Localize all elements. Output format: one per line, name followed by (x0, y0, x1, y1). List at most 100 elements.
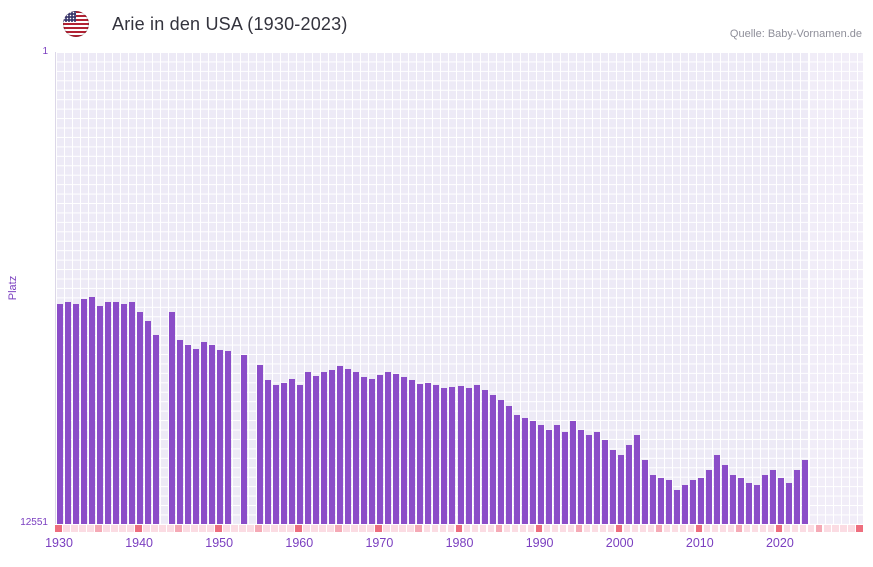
bar-1949[interactable] (209, 345, 216, 524)
bar-2001[interactable] (625, 445, 632, 524)
bar-2015[interactable] (737, 478, 744, 524)
bar-2023[interactable] (801, 460, 808, 524)
bar-1979[interactable] (449, 386, 456, 524)
axis-tick (391, 525, 398, 532)
bar-1974[interactable] (409, 379, 416, 524)
bar-2009[interactable] (689, 480, 696, 524)
axis-tick (199, 525, 206, 532)
bar-1976[interactable] (425, 382, 432, 524)
bar-1938[interactable] (121, 303, 128, 524)
bar-1940[interactable] (137, 311, 144, 524)
bar-2005[interactable] (657, 478, 664, 524)
bar-1997[interactable] (593, 431, 600, 524)
bar-1992[interactable] (553, 425, 560, 524)
bar-1972[interactable] (393, 373, 400, 524)
bar-1989[interactable] (529, 420, 536, 524)
bar-2021[interactable] (785, 483, 792, 524)
bar-2016[interactable] (745, 483, 752, 524)
bar-1951[interactable] (225, 351, 232, 524)
bar-1980[interactable] (457, 385, 464, 524)
bar-1970[interactable] (377, 375, 384, 524)
bar-1987[interactable] (513, 414, 520, 524)
bar-1941[interactable] (145, 320, 152, 524)
bar-1960[interactable] (297, 385, 304, 524)
bar-1959[interactable] (289, 379, 296, 524)
bar-1936[interactable] (105, 302, 112, 524)
bar-1942[interactable] (153, 334, 160, 524)
bar-1953[interactable] (241, 355, 248, 524)
bar-2010[interactable] (697, 478, 704, 524)
bar-2014[interactable] (729, 475, 736, 524)
bar-2011[interactable] (705, 469, 712, 524)
bar-1990[interactable] (537, 425, 544, 524)
bar-1999[interactable] (609, 449, 616, 524)
bar-1947[interactable] (193, 349, 200, 524)
bar-1948[interactable] (201, 341, 208, 524)
bar-1971[interactable] (385, 371, 392, 524)
bar-1985[interactable] (497, 400, 504, 524)
bar-1935[interactable] (97, 306, 104, 524)
bar-1931[interactable] (65, 302, 71, 524)
bar-1930[interactable] (57, 303, 63, 524)
bar-1939[interactable] (129, 302, 136, 524)
axis-tick (639, 525, 647, 532)
bar-1944[interactable] (169, 311, 176, 524)
bar-1937[interactable] (113, 301, 120, 524)
bar-1946[interactable] (185, 344, 192, 524)
bar-1965[interactable] (337, 366, 344, 524)
bar-1957[interactable] (273, 385, 280, 524)
bar-1950[interactable] (217, 349, 224, 524)
bar-1967[interactable] (353, 371, 360, 524)
x-axis-tick-label: 1970 (365, 536, 394, 550)
bar-1969[interactable] (369, 379, 376, 524)
x-axis-tick-label: 1950 (205, 536, 234, 550)
bar-1958[interactable] (281, 382, 288, 524)
bar-2007[interactable] (673, 490, 680, 524)
bar-2020[interactable] (777, 478, 784, 524)
bar-1966[interactable] (345, 368, 352, 524)
bar-2006[interactable] (665, 480, 672, 524)
bar-1945[interactable] (177, 340, 184, 524)
bar-1984[interactable] (489, 395, 496, 524)
bar-1986[interactable] (505, 405, 512, 524)
bar-2008[interactable] (681, 484, 688, 524)
bar-1981[interactable] (465, 387, 472, 524)
bar-2012[interactable] (713, 455, 720, 524)
bar-2003[interactable] (641, 460, 648, 524)
bar-2000[interactable] (617, 455, 624, 524)
bar-1962[interactable] (313, 376, 320, 524)
bar-1988[interactable] (521, 417, 528, 524)
axis-tick (487, 525, 494, 532)
bar-1973[interactable] (401, 376, 408, 524)
bar-1932[interactable] (73, 303, 80, 524)
bar-1934[interactable] (89, 297, 96, 524)
bar-2013[interactable] (721, 464, 728, 524)
bar-1998[interactable] (601, 440, 608, 524)
bar-1996[interactable] (585, 434, 592, 524)
bar-1994[interactable] (569, 420, 576, 524)
bar-2022[interactable] (793, 469, 800, 524)
bar-2018[interactable] (761, 475, 768, 524)
bar-1993[interactable] (561, 431, 568, 524)
bar-2017[interactable] (753, 484, 760, 524)
bar-1964[interactable] (329, 370, 336, 524)
bar-2002[interactable] (633, 434, 640, 524)
bar-1978[interactable] (441, 387, 448, 524)
bar-1955[interactable] (257, 364, 264, 524)
bar-1995[interactable] (577, 429, 584, 524)
bar-1933[interactable] (81, 299, 88, 524)
bar-1956[interactable] (265, 379, 272, 524)
axis-tick (791, 525, 799, 532)
axis-tick (719, 525, 727, 532)
bar-1983[interactable] (481, 390, 488, 524)
bar-1963[interactable] (321, 372, 328, 524)
bar-1968[interactable] (361, 376, 368, 524)
bar-1975[interactable] (417, 384, 424, 524)
bar-2019[interactable] (769, 469, 776, 524)
bar-1961[interactable] (305, 371, 312, 524)
bar-2004[interactable] (649, 475, 656, 524)
axis-tick (703, 525, 711, 532)
bar-1977[interactable] (433, 385, 440, 524)
bar-1982[interactable] (473, 385, 480, 524)
bar-1991[interactable] (545, 429, 552, 524)
